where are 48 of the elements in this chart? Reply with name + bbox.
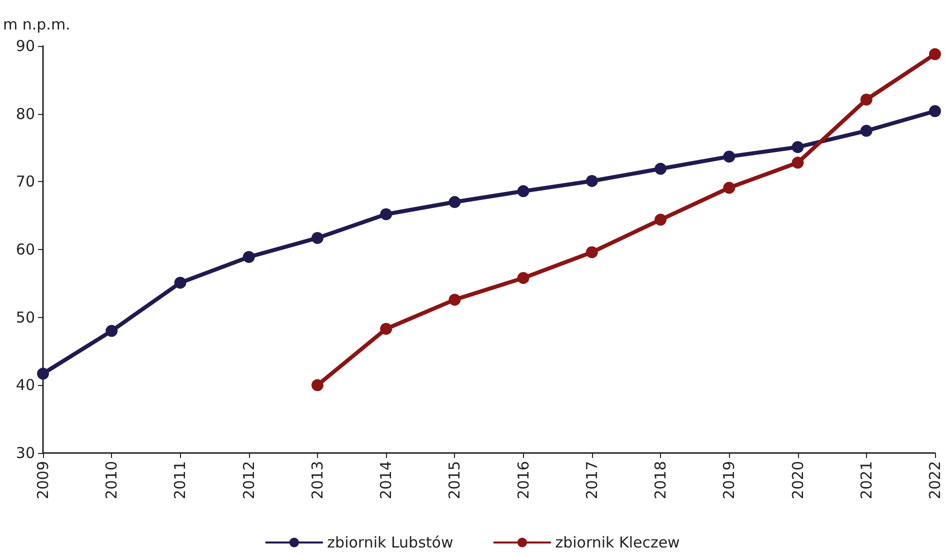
point (448, 196, 461, 208)
x-tick-label: 2014 (377, 461, 396, 500)
y-tick-label: 60 (16, 240, 35, 258)
x-tick-label: 2021 (857, 461, 876, 500)
point (654, 214, 667, 226)
point (586, 174, 598, 187)
point (311, 379, 324, 392)
point (380, 208, 392, 220)
point (860, 94, 872, 106)
point (860, 124, 872, 137)
x-tick-label: 2019 (720, 461, 738, 500)
point (106, 324, 118, 337)
point (380, 322, 392, 335)
y-axis-title: m n.p.m. (3, 16, 70, 34)
x-tick-label: 2011 (171, 461, 190, 500)
y-tick-label: 50 (16, 308, 35, 326)
legend-label: zbiornik Lubstów (327, 534, 454, 552)
y-tick-label: 40 (16, 376, 35, 394)
point (174, 276, 186, 289)
point (792, 156, 804, 169)
y-tick-label: 30 (16, 444, 35, 462)
point (723, 182, 736, 194)
x-tick-label: 2022 (926, 461, 944, 500)
point (517, 272, 530, 284)
point (311, 232, 324, 244)
x-tick-label: 2013 (308, 461, 326, 500)
legend-label: zbiornik Kleczew (555, 534, 680, 552)
x-tick-label: 2012 (240, 461, 258, 500)
y-tick-label: 70 (16, 172, 35, 191)
x-tick-label: 2010 (102, 461, 121, 500)
point (654, 162, 667, 175)
point (448, 294, 461, 306)
x-tick-label: 2017 (582, 461, 601, 500)
x-tick-label: 2016 (514, 461, 532, 500)
point (723, 150, 736, 163)
x-tick-label: 2018 (652, 461, 670, 500)
point (517, 185, 530, 198)
point (792, 141, 804, 154)
x-tick-label: 2015 (446, 461, 464, 500)
point (929, 48, 941, 60)
point (586, 246, 598, 258)
y-tick-label: 90 (16, 37, 35, 55)
point (37, 368, 49, 380)
x-tick-label: 2020 (788, 461, 807, 500)
y-tick-label: 80 (16, 104, 35, 123)
point (929, 105, 941, 118)
point (242, 250, 255, 263)
x-tick-label: 2009 (34, 461, 52, 500)
